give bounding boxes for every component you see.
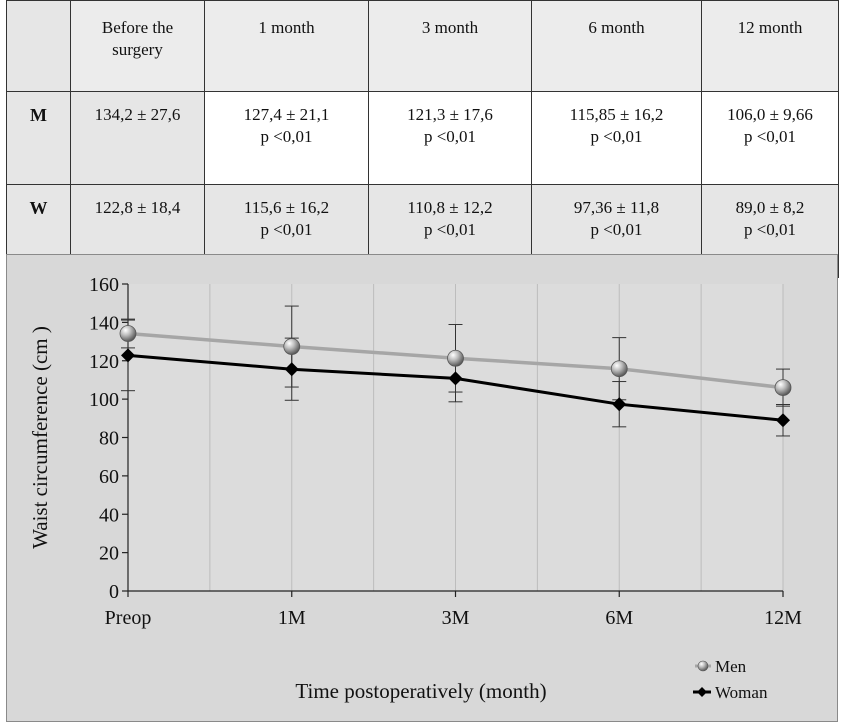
table-cell: 134,2 ± 27,6: [70, 91, 205, 185]
cell-p: p <0,01: [423, 220, 477, 239]
y-tick-label: 40: [99, 504, 119, 526]
table-cell: 127,4 ± 21,1 p <0,01: [204, 91, 369, 185]
cell-value: 97,36 ± 11,8: [573, 198, 660, 217]
table-header-cell: Before the surgery: [70, 0, 205, 92]
data-point-men: [283, 338, 301, 355]
cell-p: p <0,01: [260, 127, 313, 146]
cell-value: 134,2 ± 27,6: [94, 105, 181, 124]
cell-value: 110,8 ± 12,2: [407, 198, 493, 217]
data-point-men: [119, 325, 137, 342]
table-cell: 115,85 ± 16,2 p <0,01: [531, 91, 702, 185]
legend-label-woman: Woman: [715, 683, 768, 702]
x-tick-label: 3M: [442, 607, 470, 629]
y-tick-label: 20: [99, 543, 119, 565]
cell-value: 89,0 ± 8,2: [735, 198, 805, 217]
x-tick-label: 12M: [764, 607, 802, 629]
data-point-woman: [776, 413, 790, 428]
cell-p: p <0,01: [743, 127, 797, 146]
table-row-men: M 134,2 ± 27,6 127,4 ± 21,1 p <0,01 121,3…: [6, 91, 839, 185]
y-tick-label: 100: [89, 389, 119, 411]
table-header-row: Before the surgery 1 month 3 month 6 mon…: [6, 0, 839, 92]
row-label: M: [6, 91, 71, 185]
data-point-woman: [121, 348, 135, 363]
data-point-men: [447, 349, 464, 367]
y-tick-label: 140: [89, 312, 119, 334]
x-tick-label: 1M: [278, 607, 306, 629]
y-tick-label: 160: [89, 274, 119, 296]
table-header-cell: 1 month: [204, 0, 369, 92]
cell-p: p <0,01: [743, 220, 797, 239]
cell-p: p <0,01: [590, 220, 643, 239]
table-cell: 121,3 ± 17,6 p <0,01: [368, 91, 532, 185]
cell-p: p <0,01: [260, 220, 313, 239]
x-axis-title: Time postoperatively (month): [295, 679, 546, 703]
data-point-woman: [612, 397, 627, 412]
chart-panel: 0 20 40 60 80 100 120 140 160 Preop 1M 3M 6M 12M Waist…: [6, 254, 838, 722]
y-axis-title: Waist circumference (cm ): [28, 326, 52, 549]
cell-value: 122,8 ± 18,4: [94, 198, 181, 217]
x-tick-label: Preop: [105, 607, 152, 629]
legend-marker-woman: [697, 687, 707, 697]
stats-table: Before the surgery 1 month 3 month 6 mon…: [6, 0, 839, 278]
x-tick-label: 6M: [605, 607, 633, 629]
cell-value: 106,0 ± 9,66: [727, 105, 813, 124]
table-header-cell: 12 month: [701, 0, 839, 92]
table-header-cell: 6 month: [531, 0, 702, 92]
y-tick-label: 120: [89, 351, 119, 373]
y-tick-label: 0: [109, 581, 119, 603]
cell-value: 121,3 ± 17,6: [407, 105, 493, 124]
data-point-woman: [284, 362, 299, 377]
data-point-woman: [448, 371, 463, 386]
table-header-cell: [6, 0, 71, 92]
data-point-men: [774, 379, 792, 397]
table-cell: 106,0 ± 9,66 p <0,01: [701, 91, 839, 185]
data-point-men: [610, 360, 628, 378]
cell-p: p <0,01: [590, 127, 643, 146]
legend-marker-men: [697, 660, 709, 672]
line-chart: 0 20 40 60 80 100 120 140 160 Preop 1M 3M 6M 12M Waist…: [28, 274, 802, 703]
table-header-cell: 3 month: [368, 0, 532, 92]
cell-value: 115,85 ± 16,2: [569, 105, 664, 124]
legend-label-men: Men: [715, 657, 747, 676]
y-tick-label: 80: [99, 428, 119, 450]
y-tick-label: 60: [99, 466, 119, 488]
cell-p: p <0,01: [423, 127, 477, 146]
cell-value: 115,6 ± 16,2: [243, 198, 330, 217]
cell-value: 127,4 ± 21,1: [243, 105, 330, 124]
